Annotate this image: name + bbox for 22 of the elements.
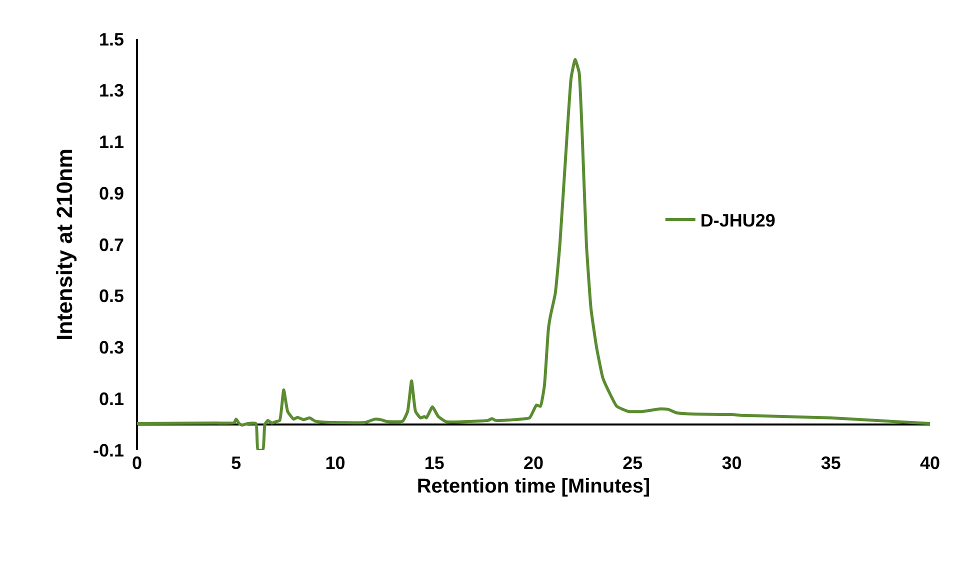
x-tick-label: 25 [622, 453, 643, 473]
y-tick-label: 1.1 [98, 132, 124, 152]
legend-label: D-JHU29 [700, 210, 776, 231]
x-tick-label: 35 [820, 453, 841, 473]
y-tick-label: -0.1 [92, 440, 124, 460]
x-axis-title: Retention time [Minutes] [416, 476, 650, 498]
y-tick-label: 1.3 [98, 80, 124, 101]
x-tick-label: 30 [722, 453, 742, 473]
x-tick-label: 20 [523, 453, 544, 473]
line-series [137, 58, 930, 450]
y-axis-title: Intensity at 210nm [52, 148, 77, 340]
y-tick-label: 0.9 [98, 183, 124, 204]
y-tick-label: 0.5 [98, 286, 124, 306]
y-tick-label: 0.7 [98, 234, 124, 255]
y-tick-label: 1.5 [98, 29, 124, 50]
x-tick-label: 10 [325, 453, 346, 473]
x-tick-label: 40 [920, 453, 940, 473]
x-tick-label: 5 [231, 453, 242, 473]
y-tick-label: 0.1 [98, 388, 124, 409]
x-tick-label: 0 [132, 453, 142, 473]
x-tick-label: 15 [424, 453, 444, 473]
y-tick-label: 0.3 [98, 338, 124, 358]
